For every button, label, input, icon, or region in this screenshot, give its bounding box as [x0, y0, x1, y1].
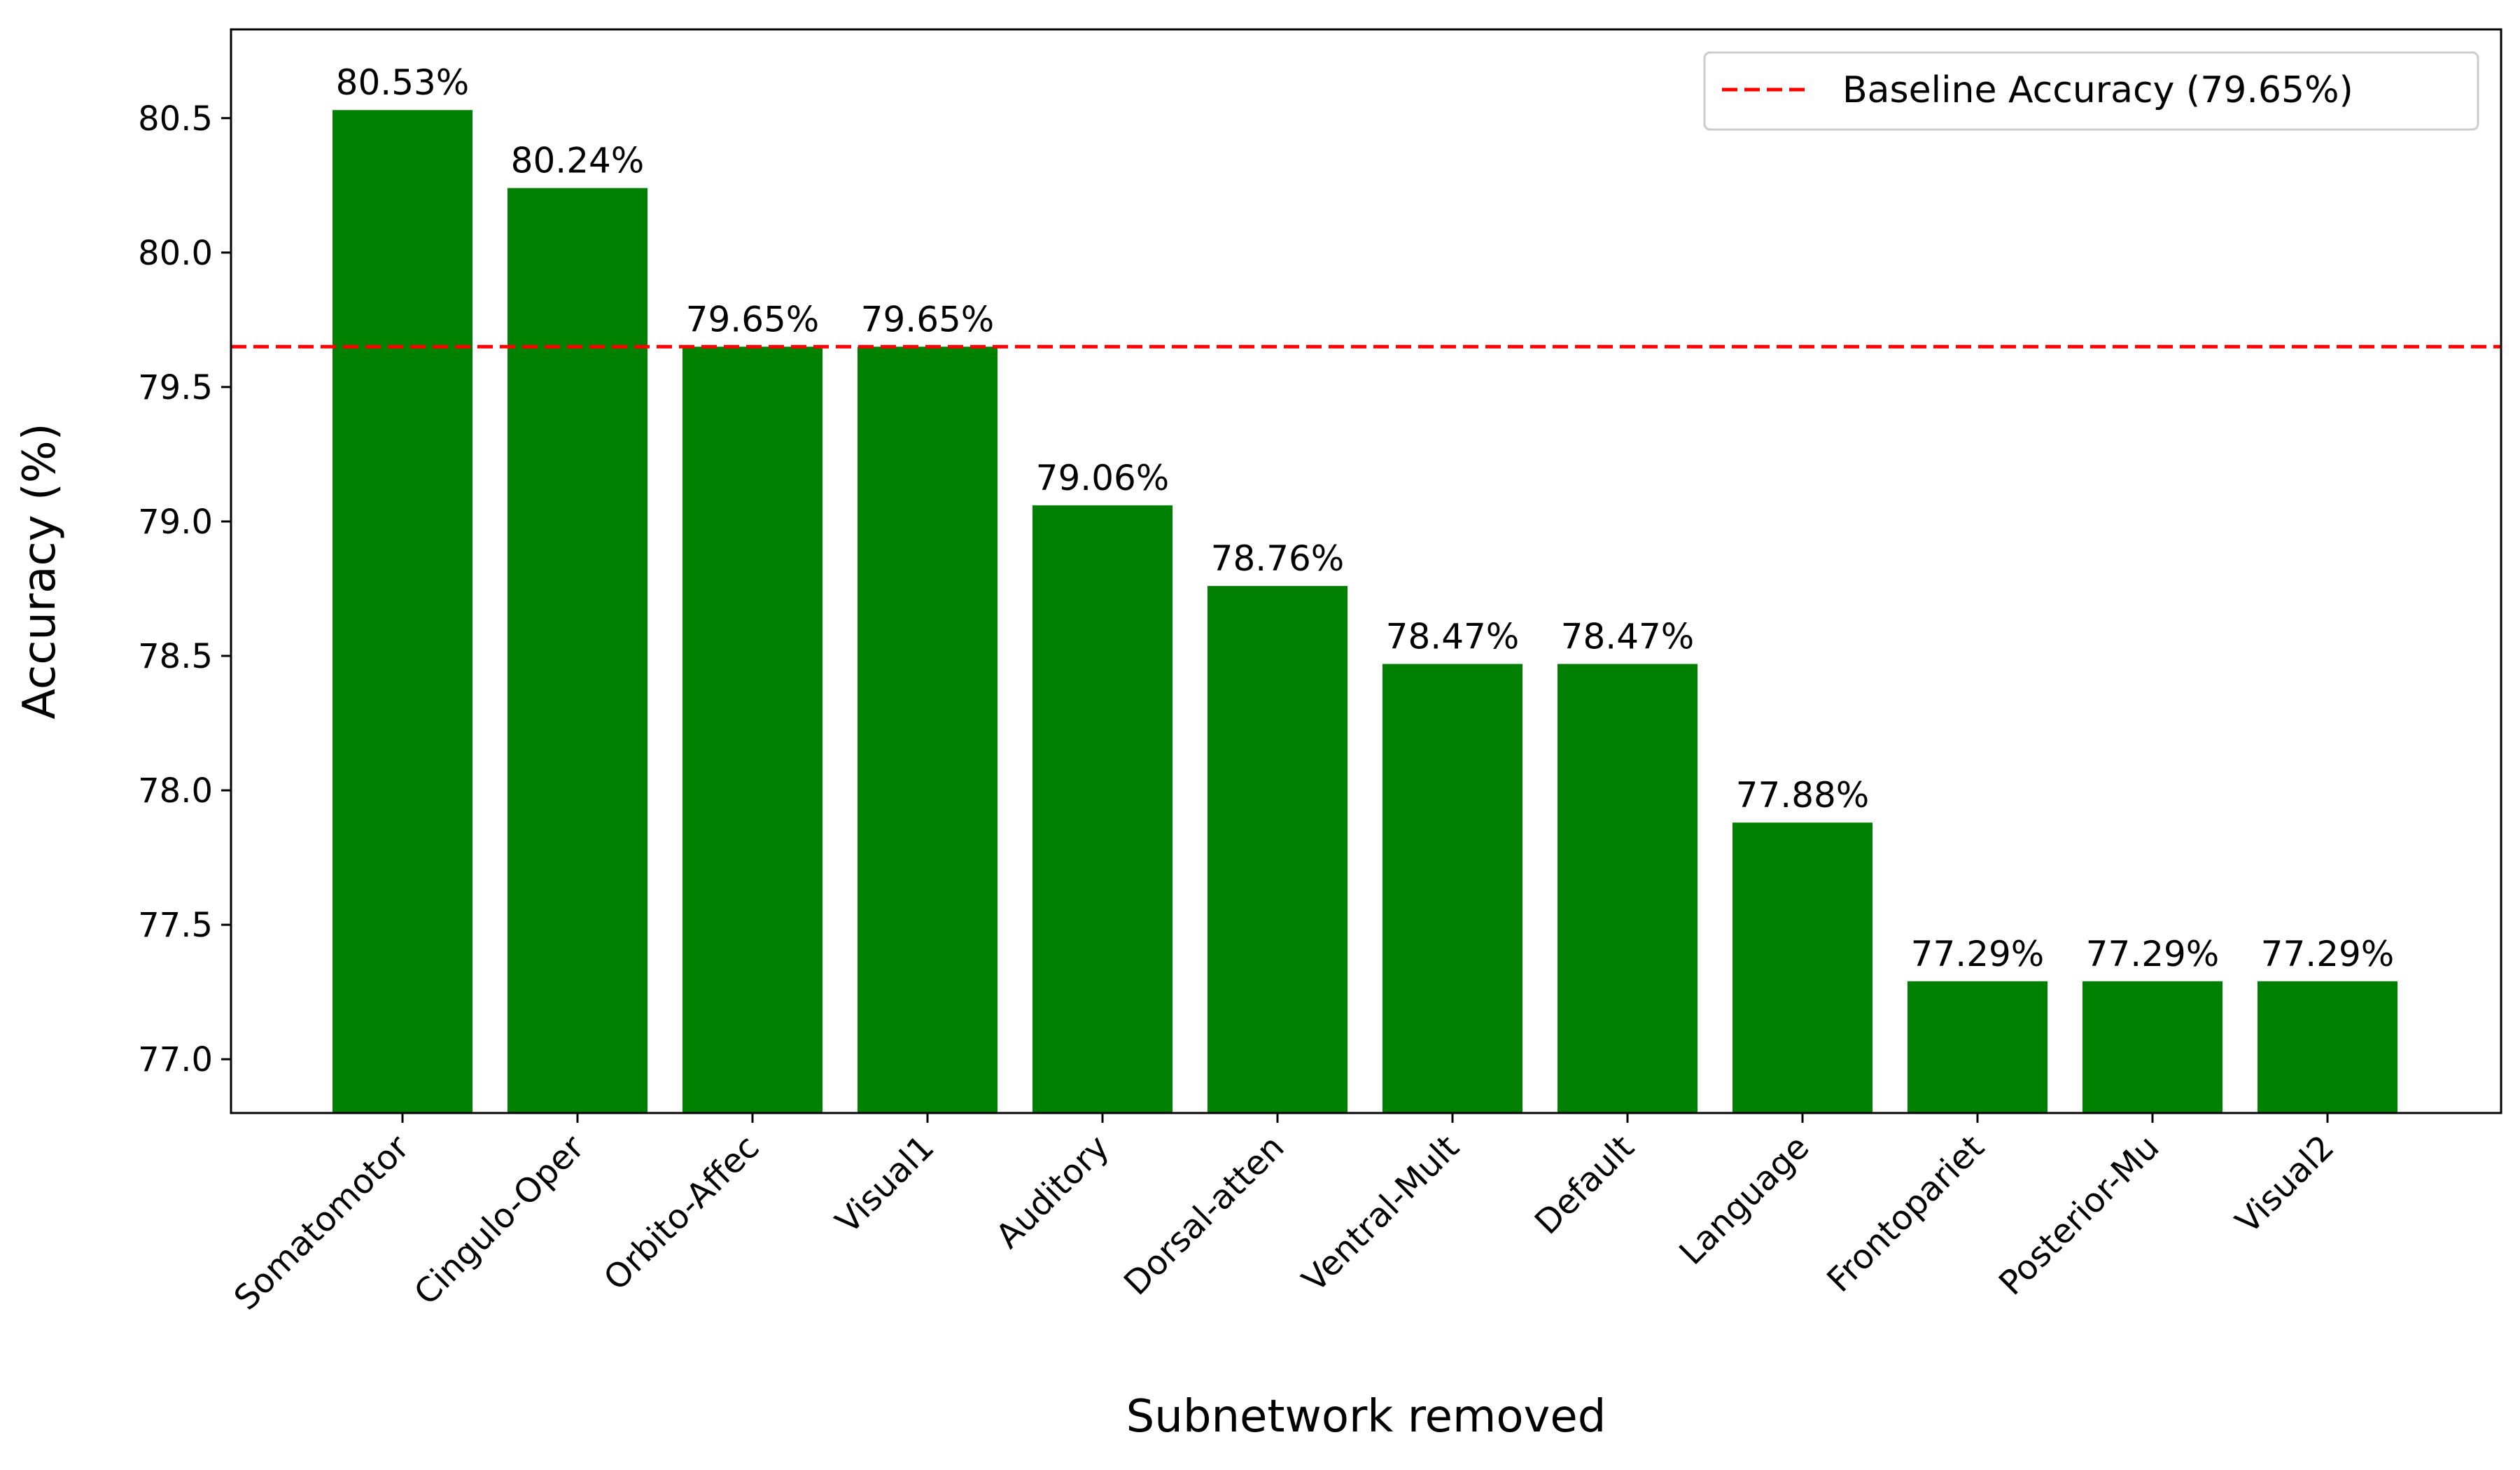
bar-frontopariet — [1907, 981, 2047, 1113]
legend-entry-baseline: Baseline Accuracy (79.65%) — [1842, 69, 2353, 111]
bar-data-label: 79.06% — [1036, 458, 1170, 498]
y-tick-label: 80.5 — [138, 99, 213, 139]
bar-cingulo-oper — [507, 188, 648, 1114]
bar-orbito-affec — [682, 346, 822, 1114]
bar-data-label: 78.47% — [1386, 617, 1520, 657]
bar-visual2 — [2258, 981, 2398, 1113]
y-tick-label: 77.0 — [138, 1040, 213, 1079]
y-axis: 77.0 77.5 78.0 78.5 79.0 79.5 80.0 80.5 — [138, 99, 231, 1079]
bar-data-label: 80.24% — [511, 141, 645, 181]
bars-group — [332, 110, 2398, 1114]
legend: Baseline Accuracy (79.65%) — [1703, 51, 2479, 131]
bar-data-label: 77.88% — [1736, 775, 1870, 816]
bar-data-label: 79.65% — [861, 299, 995, 340]
legend-box — [1703, 51, 2479, 131]
bar-default — [1558, 664, 1698, 1113]
bar-data-label: 78.47% — [1561, 617, 1695, 657]
bar-data-label: 79.65% — [686, 299, 820, 340]
plot-frame — [230, 28, 2502, 1114]
y-tick-label: 79.0 — [138, 503, 213, 542]
bar-ventral-mult — [1382, 664, 1522, 1113]
bar-posterior-mu — [2082, 981, 2222, 1113]
bar-language — [1732, 822, 1872, 1113]
bar-data-label: 77.29% — [2086, 934, 2220, 974]
y-axis-title: Accuracy (%) — [14, 423, 66, 719]
bar-data-label: 78.76% — [1211, 538, 1345, 579]
bar-auditory — [1032, 505, 1172, 1113]
bar-data-label: 80.53% — [336, 62, 470, 103]
bar-data-label: 77.29% — [1911, 934, 2045, 974]
bar-dorsal-atten — [1208, 586, 1348, 1113]
y-tick-label: 79.5 — [138, 368, 213, 407]
y-tick-label: 78.5 — [138, 637, 213, 676]
y-tick-label: 77.5 — [138, 906, 213, 945]
bar-labels-group: 80.53% 80.24% 79.65% 79.65% 79.06% 78.76% 78.4… — [336, 62, 2395, 974]
bar-visual1 — [858, 346, 997, 1114]
bar-somatomotor — [332, 110, 472, 1114]
y-tick-label: 78.0 — [138, 771, 213, 811]
y-tick-label: 80.0 — [138, 234, 213, 273]
bar-data-label: 77.29% — [2261, 934, 2395, 974]
x-axis-title: Subnetwork removed — [1126, 1391, 1606, 1443]
